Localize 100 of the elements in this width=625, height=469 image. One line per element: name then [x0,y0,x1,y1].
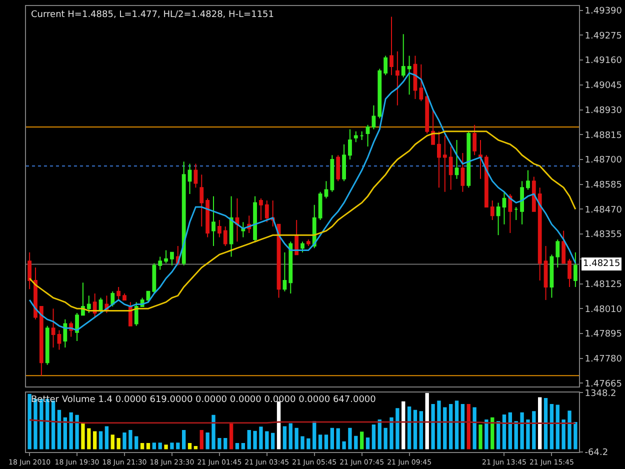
bar [336,428,340,450]
bar [466,404,470,450]
candlestick [413,55,418,100]
bar [532,411,536,450]
candlestick [116,286,121,300]
bar [437,400,441,450]
bar [229,422,234,450]
candlestick [442,135,447,192]
bar [152,442,156,450]
candlestick [348,128,352,160]
bar [164,444,168,450]
candlestick [544,245,548,300]
bar [508,412,512,450]
bar [282,426,287,450]
bar [81,422,85,450]
bar [366,438,370,450]
bar [241,443,245,450]
candlestick [538,187,542,282]
bar [51,400,56,450]
candlestick [496,202,500,236]
y-tick-label: -64.2 [584,448,608,458]
bar [449,404,453,450]
y-tick-label: 1.48700 [584,156,622,166]
candlestick [63,318,68,348]
bar [348,428,352,450]
y-tick-label: 1.47780 [584,354,622,364]
bar [158,442,162,450]
candlestick [407,55,412,96]
candlestick [466,130,471,188]
candlestick [253,196,257,242]
y-tick-label: 1.49275 [584,31,622,42]
candlestick [164,250,168,264]
bar [276,401,281,450]
bar [556,404,560,450]
bar [538,397,542,450]
candlestick [300,241,304,253]
candlestick [39,306,44,376]
candlestick [28,252,32,290]
line-series [28,72,576,331]
bar [550,404,554,450]
candlestick [484,154,488,208]
bar [562,419,566,450]
candlestick [395,50,400,106]
candlestick [532,176,536,212]
bar [288,423,292,450]
line-series [28,130,576,312]
bar [526,419,530,450]
candlestick [206,198,210,238]
candlestick [568,258,572,288]
bar [431,404,435,450]
bar [574,422,578,450]
candlestick [223,226,228,246]
bar [182,430,186,450]
candlestick [128,302,132,326]
candlestick [158,256,162,270]
candlestick [401,34,406,78]
candlestick [110,290,115,307]
candlestick [241,222,246,238]
y-tick-label: 1.48470 [584,205,622,216]
bar [324,434,328,450]
candlestick [425,94,430,134]
candlestick [81,282,85,316]
bar [122,432,126,450]
candlestick [200,174,204,227]
candlestick [122,292,126,300]
candlestick [217,220,222,238]
bar [378,419,382,450]
bar [247,430,251,450]
candlestick [45,325,50,366]
candlestick [318,191,322,220]
candlestick [282,252,287,292]
bar [57,410,62,450]
candlestick [57,330,62,350]
bar [235,443,240,450]
candlestick [212,196,216,246]
bar [146,443,150,450]
candlestick [194,163,198,188]
candlestick [366,124,370,147]
candlestick [419,64,424,102]
candlestick [472,124,477,156]
candlestick [306,238,310,246]
candlestick [182,161,186,266]
candlestick [490,200,494,220]
bar [104,426,109,450]
candlestick [378,68,382,119]
ref-line-label: 1.48215 [583,259,620,269]
candlestick [562,230,566,264]
bar [514,421,518,450]
bar [454,400,459,450]
candlestick [448,146,453,190]
candlestick [152,262,156,294]
bar [87,428,91,450]
bar [212,414,216,450]
candlestick [288,241,293,294]
bar [372,424,376,450]
bar [140,443,144,450]
bar [354,436,358,450]
bar [544,398,548,450]
bar [194,446,198,450]
bar [188,443,192,450]
